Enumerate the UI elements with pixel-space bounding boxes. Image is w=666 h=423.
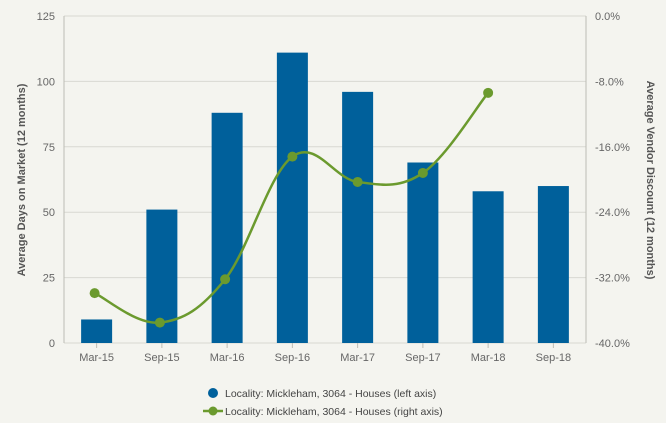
- right-tick-label: -24.0%: [595, 207, 630, 219]
- x-tick-label: Sep-16: [275, 352, 310, 364]
- right-tick-label: -32.0%: [595, 273, 630, 285]
- left-axis-ticks: 0 25 50 75 100 125: [37, 11, 55, 350]
- legend-swatch-bars: [208, 388, 218, 398]
- line-point: [352, 176, 363, 187]
- left-axis-title: Average Days on Market (12 months): [16, 83, 28, 276]
- x-tick-label: Sep-15: [144, 352, 179, 364]
- right-axis-title: Average Vendor Discount (12 months): [644, 81, 656, 280]
- legend-item-bars: Locality: Mickleham, 3064 - Houses (left…: [208, 388, 436, 400]
- right-tick-label: 0.0%: [595, 11, 620, 23]
- x-tick-label: Mar-18: [471, 352, 506, 364]
- bar: [211, 112, 243, 344]
- x-tick-label: Mar-15: [79, 352, 114, 364]
- bar: [407, 162, 439, 343]
- line-point: [220, 274, 231, 285]
- x-axis-ticks: Mar-15 Sep-15 Mar-16 Sep-16 Mar-17 Sep-17 Mar-…: [79, 343, 571, 364]
- line-point: [417, 167, 428, 178]
- x-tick-label: Mar-16: [210, 352, 245, 364]
- line-point: [483, 87, 494, 98]
- right-tick-label: -16.0%: [595, 142, 630, 154]
- line-point: [89, 288, 100, 299]
- left-tick-label: 100: [37, 76, 55, 88]
- left-tick-label: 50: [43, 207, 55, 219]
- left-tick-label: 125: [37, 11, 55, 23]
- line-point: [154, 317, 165, 328]
- x-tick-label: Sep-18: [536, 352, 571, 364]
- legend-label-bars: Locality: Mickleham, 3064 - Houses (left…: [225, 388, 436, 400]
- legend-item-line: Locality: Mickleham, 3064 - Houses (righ…: [203, 406, 443, 418]
- bar: [81, 319, 113, 343]
- left-tick-label: 25: [43, 273, 55, 285]
- legend-swatch-line-marker: [208, 406, 218, 416]
- left-tick-label: 0: [49, 338, 55, 350]
- bar: [276, 52, 308, 344]
- legend: Locality: Mickleham, 3064 - Houses (left…: [203, 388, 443, 418]
- line-series-points: [89, 87, 494, 328]
- bar-series: [81, 52, 569, 344]
- x-tick-label: Mar-17: [340, 352, 375, 364]
- bar: [472, 191, 504, 343]
- line-point: [287, 151, 298, 162]
- legend-label-line: Locality: Mickleham, 3064 - Houses (righ…: [225, 406, 443, 418]
- bar: [342, 91, 374, 343]
- x-tick-label: Sep-17: [405, 352, 440, 364]
- right-tick-label: -40.0%: [595, 338, 630, 350]
- grid-lines: [63, 15, 587, 344]
- right-axis-ticks: -40.0% -32.0% -24.0% -16.0% -8.0% 0.0%: [595, 11, 630, 350]
- left-tick-label: 75: [43, 142, 55, 154]
- right-tick-label: -8.0%: [595, 76, 624, 88]
- bar: [537, 186, 569, 343]
